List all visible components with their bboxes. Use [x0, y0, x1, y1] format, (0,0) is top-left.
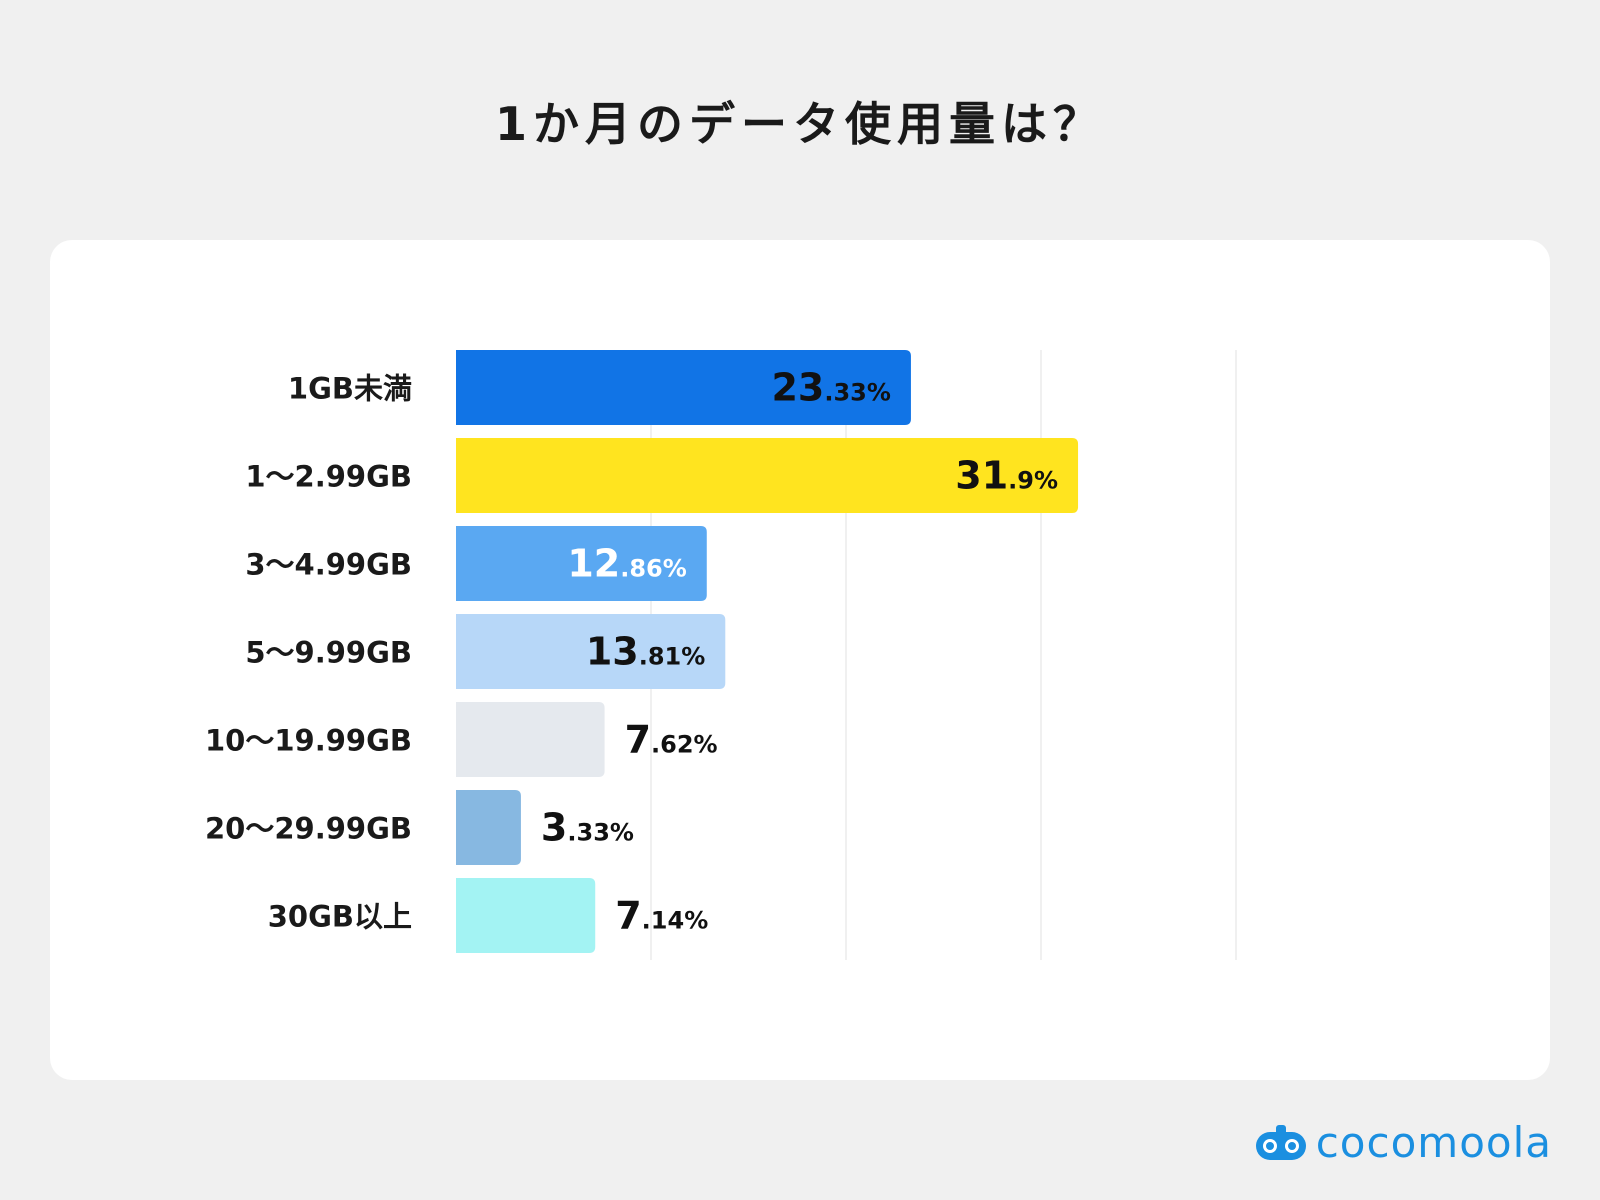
data-label: 31.9% [955, 454, 1058, 498]
category-label: 30GB以上 [268, 900, 412, 934]
bar [456, 790, 521, 865]
bar [456, 702, 605, 777]
bar [456, 526, 707, 601]
bar [456, 878, 596, 953]
game-controller-icon [1255, 1124, 1306, 1160]
data-label: 7.62% [625, 718, 718, 762]
data-label: 23.33% [771, 366, 890, 410]
data-label: 3.33% [541, 806, 634, 850]
data-label: 12.86% [567, 542, 686, 586]
data-label: 7.14% [615, 894, 708, 938]
category-label: 1GB未満 [288, 372, 412, 406]
brand-logo: cocomoola [1254, 1118, 1552, 1167]
category-label: 1〜2.99GB [245, 460, 412, 494]
bar [456, 350, 911, 425]
data-label: 13.81% [586, 630, 705, 674]
bar [456, 614, 726, 689]
chart-card: 1GB未満 23.33% 1〜2.99GB 31.9% 3〜4.99GB 12.86% 5〜… [50, 240, 1550, 1080]
category-label: 5〜9.99GB [245, 636, 412, 670]
bar [456, 438, 1079, 513]
category-label: 10〜19.99GB [205, 724, 412, 758]
chart-title: 1か月のデータ使用量は？ [494, 97, 1105, 151]
bar-chart: 1GB未満 23.33% 1〜2.99GB 31.9% 3〜4.99GB 12.86% 5〜… [205, 350, 1237, 960]
category-label: 3〜4.99GB [245, 548, 412, 582]
brand-name: cocomoola [1315, 1118, 1552, 1167]
category-label: 20〜29.99GB [205, 812, 412, 846]
